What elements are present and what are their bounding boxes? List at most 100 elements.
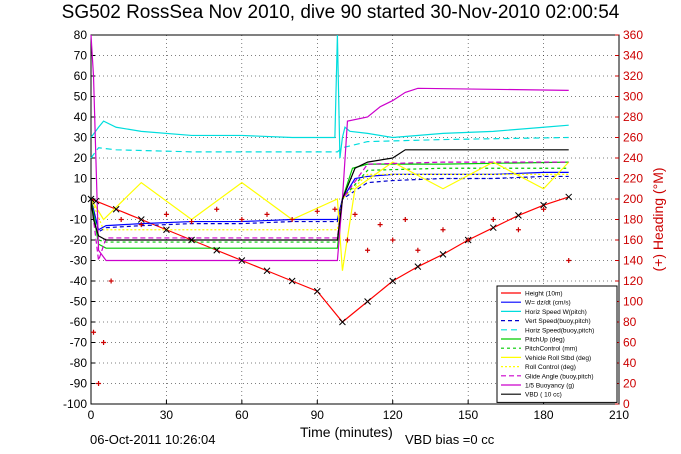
height-marker bbox=[565, 193, 573, 201]
legend-label-horiz_speed: Horiz Speed(buoy,pitch) bbox=[525, 327, 594, 334]
heading-point bbox=[138, 222, 144, 228]
legend-box bbox=[496, 285, 618, 403]
y-left-tick-label: 60 bbox=[74, 69, 88, 83]
height-marker bbox=[87, 195, 95, 203]
y-left-tick-label: -60 bbox=[70, 315, 88, 329]
heading-point bbox=[101, 340, 107, 345]
heading-point bbox=[189, 219, 195, 225]
height-marker bbox=[238, 257, 246, 264]
vbd-bias-label: VBD bias =0 cc bbox=[405, 432, 495, 447]
legend-label-pitch_control: PitchControl (mm) bbox=[525, 346, 577, 353]
y-right-tick-label: 160 bbox=[623, 233, 643, 247]
series-line-vbd bbox=[90, 149, 569, 241]
y-right-tick-label: 120 bbox=[623, 274, 643, 288]
height-marker bbox=[92, 197, 100, 205]
chart-title: SG502 RossSea Nov 2010, dive 90 started … bbox=[61, 2, 620, 23]
y-right-tick-label: 300 bbox=[623, 90, 643, 104]
y-left-tick-label: -50 bbox=[70, 295, 88, 309]
y-right-tick-label: 260 bbox=[623, 131, 643, 145]
y-right-tick-label: 280 bbox=[623, 110, 643, 124]
y-left-tick-label: -80 bbox=[70, 356, 88, 370]
series-line-pitch_control bbox=[90, 167, 569, 243]
y-left-tick-label: 40 bbox=[74, 110, 88, 124]
heading-point bbox=[91, 329, 97, 335]
heading-point bbox=[566, 258, 572, 263]
legend-label-horiz_w: Horiz Speed W(pitch) bbox=[525, 309, 587, 316]
height-marker bbox=[389, 277, 397, 285]
height-marker bbox=[339, 318, 346, 326]
heading-point bbox=[118, 217, 124, 222]
y-left-tick-label: 30 bbox=[74, 131, 88, 145]
x-tick-label: 90 bbox=[311, 408, 325, 422]
heading-point bbox=[440, 227, 446, 233]
legend-label-vert_speed: Vert Speed(buoy,pitch) bbox=[525, 318, 591, 325]
y-left-tick-label: 70 bbox=[74, 49, 88, 63]
y-left-tick-label: 0 bbox=[80, 192, 87, 206]
y-left-tick-label: -70 bbox=[70, 336, 88, 350]
legend-label-height: Height (10m) bbox=[525, 291, 563, 298]
x-tick-label: 60 bbox=[235, 408, 249, 422]
heading-point bbox=[390, 237, 396, 243]
series-line-horiz_speed bbox=[90, 136, 569, 159]
legend-label-glide_angle: Glide Angle (buoy,pitch) bbox=[525, 373, 594, 380]
heading-point bbox=[264, 211, 270, 217]
y-right-tick-label: 140 bbox=[623, 254, 643, 268]
heading-point bbox=[377, 222, 383, 228]
heading-point bbox=[289, 217, 295, 222]
y-right-tick-label: 60 bbox=[623, 336, 637, 350]
height-marker bbox=[489, 224, 497, 232]
height-marker bbox=[112, 205, 120, 213]
y-left-tick-label: 50 bbox=[74, 90, 88, 104]
y-right-tick-label: 180 bbox=[623, 213, 643, 227]
y-right-tick-label: 360 bbox=[623, 28, 643, 42]
legend-label-roll_control: Roll Control (deg) bbox=[525, 364, 576, 371]
y-right-axis-label: (+) Heading (°M) bbox=[650, 167, 666, 271]
heading-point bbox=[214, 206, 220, 212]
heading-point bbox=[163, 211, 169, 217]
x-tick-label: 180 bbox=[534, 408, 554, 422]
heading-point bbox=[332, 206, 338, 212]
legend-label-vbd: VBD ( 10 cc) bbox=[525, 392, 562, 399]
series-line-roll_control bbox=[90, 173, 569, 231]
height-marker bbox=[163, 226, 170, 234]
height-marker bbox=[439, 250, 447, 258]
height-marker bbox=[137, 216, 145, 223]
legend-label-vehicle_roll: Vehicle Roll Stbd (deg) bbox=[525, 355, 591, 362]
heading-point bbox=[314, 208, 320, 214]
y-left-tick-label: 10 bbox=[74, 172, 88, 186]
legend-label-buoyancy: 1/5 Buoyancy (g) bbox=[525, 383, 574, 390]
height-marker bbox=[515, 212, 522, 219]
heading-point bbox=[108, 278, 114, 284]
legend-label-w: W= dz/dt (cm/s) bbox=[525, 300, 571, 307]
y-left-tick-label: 80 bbox=[74, 28, 88, 42]
timestamp-label: 06-Oct-2011 10:26:04 bbox=[90, 432, 216, 447]
y-right-tick-label: 200 bbox=[623, 192, 643, 206]
x-tick-label: 0 bbox=[88, 408, 95, 422]
legend-label-pitch_up: PitchUp (deg) bbox=[525, 337, 565, 344]
y-right-tick-label: 100 bbox=[623, 295, 643, 309]
heading-point bbox=[352, 211, 358, 217]
x-tick-label: 120 bbox=[383, 408, 403, 422]
heading-point bbox=[402, 217, 408, 222]
y-left-tick-label: -10 bbox=[70, 213, 88, 227]
height-marker bbox=[213, 246, 221, 254]
y-right-tick-label: 220 bbox=[623, 172, 643, 186]
y-right-tick-label: 0 bbox=[623, 397, 630, 411]
x-tick-label: 150 bbox=[458, 408, 478, 422]
heading-point bbox=[515, 227, 521, 233]
y-right-tick-label: 40 bbox=[623, 356, 637, 370]
heading-point bbox=[239, 217, 245, 222]
x-axis-label: Time (minutes) bbox=[300, 424, 393, 440]
heading-point bbox=[344, 237, 350, 243]
height-marker bbox=[288, 277, 296, 285]
y-left-tick-label: -20 bbox=[70, 233, 88, 247]
height-marker bbox=[364, 298, 371, 305]
height-marker bbox=[188, 236, 195, 244]
series-line-vert_speed bbox=[90, 175, 569, 233]
height-marker bbox=[313, 287, 321, 295]
x-tick-label: 210 bbox=[609, 408, 629, 422]
y-right-tick-label: 340 bbox=[623, 49, 643, 63]
y-left-tick-label: -30 bbox=[70, 254, 88, 268]
series-line-glide_angle bbox=[90, 161, 569, 261]
